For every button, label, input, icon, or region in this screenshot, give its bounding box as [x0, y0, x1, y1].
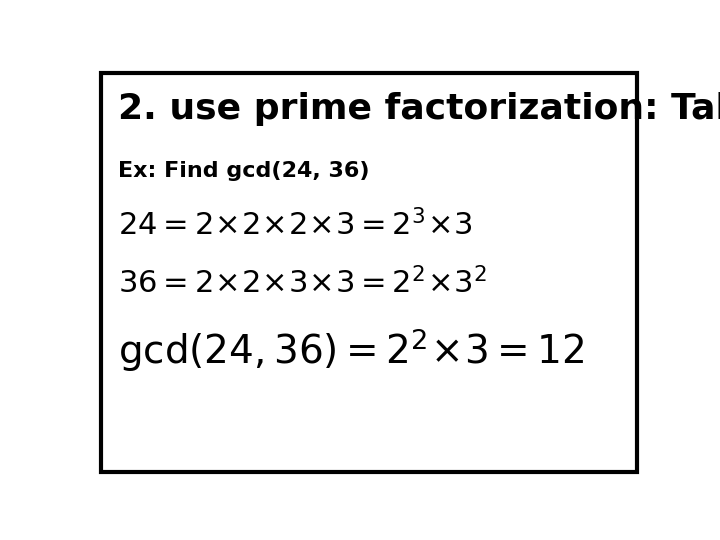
Text: $24 = 2\!\times\!2\!\times\!2\!\times\!3 = 2^3\!\times\!3$: $24 = 2\!\times\!2\!\times\!2\!\times\!3…	[118, 209, 472, 241]
FancyBboxPatch shape	[101, 73, 637, 472]
Text: $\mathrm{gcd}(24,36) = 2^2\!\times\!3{=}12$: $\mathrm{gcd}(24,36) = 2^2\!\times\!3{=}…	[118, 327, 584, 374]
Text: $36 = 2\!\times\!2\!\times\!3\!\times\!3 = 2^2\!\times\!3^2$: $36 = 2\!\times\!2\!\times\!3\!\times\!3…	[118, 267, 487, 300]
Text: Ex: Find gcd(24, 36): Ex: Find gcd(24, 36)	[118, 161, 369, 181]
Text: 2. use prime factorization: Take the min: 2. use prime factorization: Take the min	[118, 92, 720, 126]
